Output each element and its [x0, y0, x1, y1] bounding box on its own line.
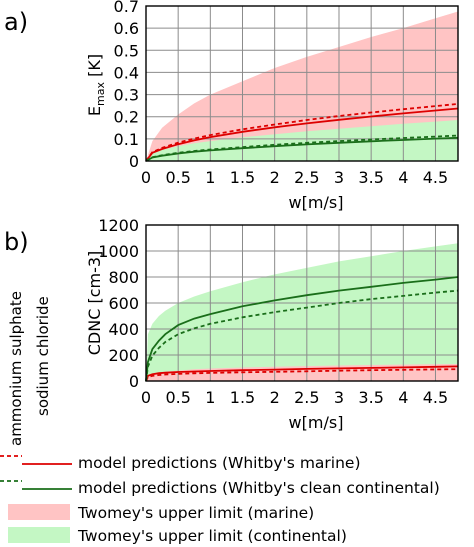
chart-a-xlabel: w[m/s] [289, 193, 344, 212]
chart-a-xtick-label: 3 [334, 168, 344, 187]
chart-a-ylabel: Emax [K] [85, 54, 107, 116]
legend-swatch-fill [8, 504, 70, 520]
chart-b-ytick-label: 1000 [98, 242, 139, 261]
chart-a-emax: 0 0.5 1 1.5 2 2.5 3 3.5 4 4.500.10.20.30.40.50.60… [85, 0, 459, 212]
chart-a-ytick-label: 0.5 [114, 41, 139, 60]
chart-b-ytick-label: 200 [108, 346, 139, 365]
chart-a-frame [145, 5, 459, 162]
chart-a-xtick-label: 0 [141, 168, 151, 187]
chart-a-ytick-label: 0.1 [114, 130, 139, 149]
chart-a-ytick-label: 0.3 [114, 86, 139, 105]
legend-label: model predictions (Whitby's clean contin… [78, 479, 440, 497]
chart-b-ytick-label: 1200 [98, 216, 139, 235]
chart-b-line-continental-dashed [145, 289, 459, 382]
side-label-ammonium-sulphate: ammonium sulphate [7, 291, 25, 446]
chart-a-line-marine-dashed [145, 103, 459, 162]
chart-a-band-continental [146, 120, 458, 161]
chart-b-ytick-label: 800 [108, 268, 139, 287]
chart-b-ylabel: CDNC [cm-3] [85, 251, 104, 356]
legend-label: Twomey's upper limit (marine) [77, 504, 314, 522]
chart-a-band-marine [146, 11, 458, 161]
chart-a-xtick-label: 1.5 [230, 168, 255, 187]
chart-a-line-continental-solid [145, 136, 459, 162]
legend-swatch-fill [8, 527, 70, 543]
chart-b-xtick-label: 0 [141, 388, 151, 407]
chart-b-cdnc: 0 0.5 1 1.5 2 2.5 3 3.5 4 4.5 0 200 400 600 800 1000 120… [85, 216, 459, 432]
chart-a-xtick-label: 2.5 [294, 168, 319, 187]
chart-a-xtick-label: 4.5 [423, 168, 448, 187]
chart-a-xtick-label: 0.5 [165, 168, 190, 187]
chart-a-xtick-label: 3.5 [358, 168, 383, 187]
chart-b-xtick-label: 4 [398, 388, 408, 407]
chart-b-xtick-label: 2.5 [294, 388, 319, 407]
chart-a-line-marine-solid [145, 107, 459, 162]
legend: model predictions (Whitby's marine) model… [0, 454, 440, 545]
chart-a-xtick-label: 4 [398, 168, 408, 187]
chart-a-ytick-label: 0.7 [114, 0, 139, 16]
chart-b-xtick-label: 0.5 [165, 388, 190, 407]
chart-b-xtick-label: 1.5 [230, 388, 255, 407]
chart-b-ytick-label: 0 [129, 372, 139, 391]
panel-label-b: b) [4, 228, 29, 256]
panel-label-a: a) [4, 8, 28, 36]
chart-b-xtick-label: 2 [270, 388, 280, 407]
legend-label: Twomey's upper limit (continental) [77, 527, 347, 545]
legend-label: model predictions (Whitby's marine) [78, 454, 361, 472]
chart-a-xtick-label: 2 [270, 168, 280, 187]
chart-b-xtick-label: 4.5 [423, 388, 448, 407]
chart-b-xtick-label: 1 [205, 388, 215, 407]
chart-a-ytick-label: 0.6 [114, 19, 139, 38]
chart-b-ytick-label: 600 [108, 294, 139, 313]
chart-a-ytick-label: 0 [129, 152, 139, 171]
chart-b-band-continental [146, 243, 458, 381]
side-label-sodium-chloride: sodium chloride [34, 296, 52, 416]
chart-a-ytick-label: 0.2 [114, 108, 139, 127]
chart-b-line-marine-solid [145, 365, 459, 382]
chart-b-xtick-label: 3.5 [358, 388, 383, 407]
chart-b-xtick-label: 3 [334, 388, 344, 407]
chart-b-ytick-label: 400 [108, 320, 139, 339]
chart-a-line-continental-dashed [145, 134, 459, 162]
chart-a-xtick-label: 1 [205, 168, 215, 187]
chart-a-ytick-label: 0.4 [114, 63, 139, 82]
chart-b-frame [145, 224, 459, 382]
chart-b-xlabel: w[m/s] [289, 413, 344, 432]
chart-b-line-continental-solid [145, 276, 459, 382]
